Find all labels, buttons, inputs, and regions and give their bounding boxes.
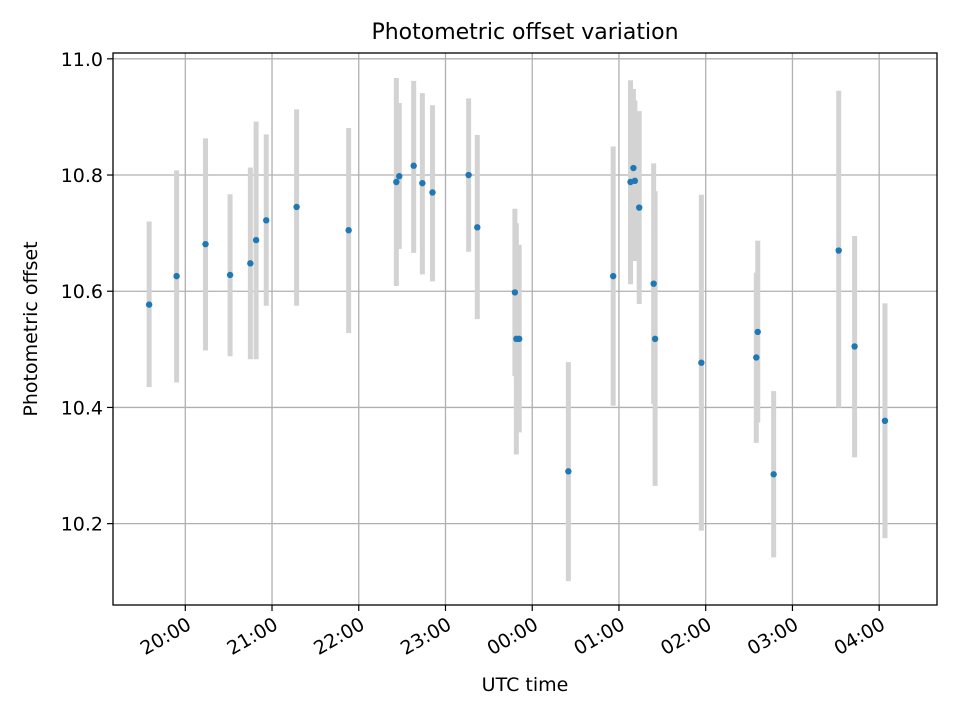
x-tick-label: 00:00 bbox=[484, 613, 542, 659]
x-axis-label: UTC time bbox=[482, 674, 569, 696]
data-point bbox=[881, 417, 889, 425]
y-tick-label: 10.6 bbox=[61, 281, 103, 303]
data-point bbox=[630, 164, 637, 172]
data-point bbox=[345, 227, 352, 234]
x-tick-label: 01:00 bbox=[570, 613, 628, 659]
data-point bbox=[247, 260, 254, 267]
data-point bbox=[263, 217, 270, 224]
data-point bbox=[770, 471, 777, 478]
data-point bbox=[851, 343, 858, 350]
data-point bbox=[636, 204, 643, 211]
data-point bbox=[565, 468, 572, 475]
y-axis-label: Photometric offset bbox=[20, 241, 42, 416]
data-point bbox=[145, 301, 153, 308]
x-tick-label: 02:00 bbox=[657, 613, 715, 659]
x-tick-label: 20:00 bbox=[137, 613, 195, 659]
data-point bbox=[511, 289, 519, 296]
data-point bbox=[516, 335, 523, 343]
data-point bbox=[474, 224, 481, 231]
data-point bbox=[396, 172, 403, 180]
data-point bbox=[465, 171, 472, 179]
y-tick-label: 10.2 bbox=[61, 514, 103, 536]
data-point bbox=[393, 178, 400, 186]
data-point bbox=[835, 247, 842, 254]
grid bbox=[113, 53, 937, 605]
data-point bbox=[650, 280, 657, 287]
data-point bbox=[429, 189, 436, 196]
data-point bbox=[173, 272, 180, 280]
y-tick-label: 11.0 bbox=[61, 49, 103, 71]
x-tick-label: 04:00 bbox=[831, 613, 889, 659]
error-bars bbox=[146, 77, 888, 582]
data-point bbox=[293, 203, 300, 211]
data-point bbox=[651, 335, 659, 343]
plot-area-frame bbox=[112, 52, 938, 606]
data-points bbox=[145, 162, 889, 478]
x-tick-label: 22:00 bbox=[310, 613, 368, 659]
chart-title: Photometric offset variation bbox=[371, 20, 678, 45]
data-point bbox=[419, 179, 426, 187]
data-point bbox=[753, 354, 760, 361]
data-point bbox=[698, 359, 705, 366]
y-tick-label: 10.8 bbox=[61, 165, 103, 187]
x-tick-label: 03:00 bbox=[744, 613, 802, 659]
data-point bbox=[754, 328, 761, 336]
data-point bbox=[410, 162, 417, 169]
y-tick-label: 10.4 bbox=[61, 397, 103, 419]
data-point bbox=[609, 272, 617, 280]
data-point bbox=[252, 236, 260, 244]
data-point bbox=[202, 240, 209, 248]
x-tick-label: 21:00 bbox=[223, 613, 281, 659]
data-point bbox=[631, 177, 639, 185]
data-point bbox=[226, 271, 234, 279]
x-tick-label: 23:00 bbox=[397, 613, 455, 659]
